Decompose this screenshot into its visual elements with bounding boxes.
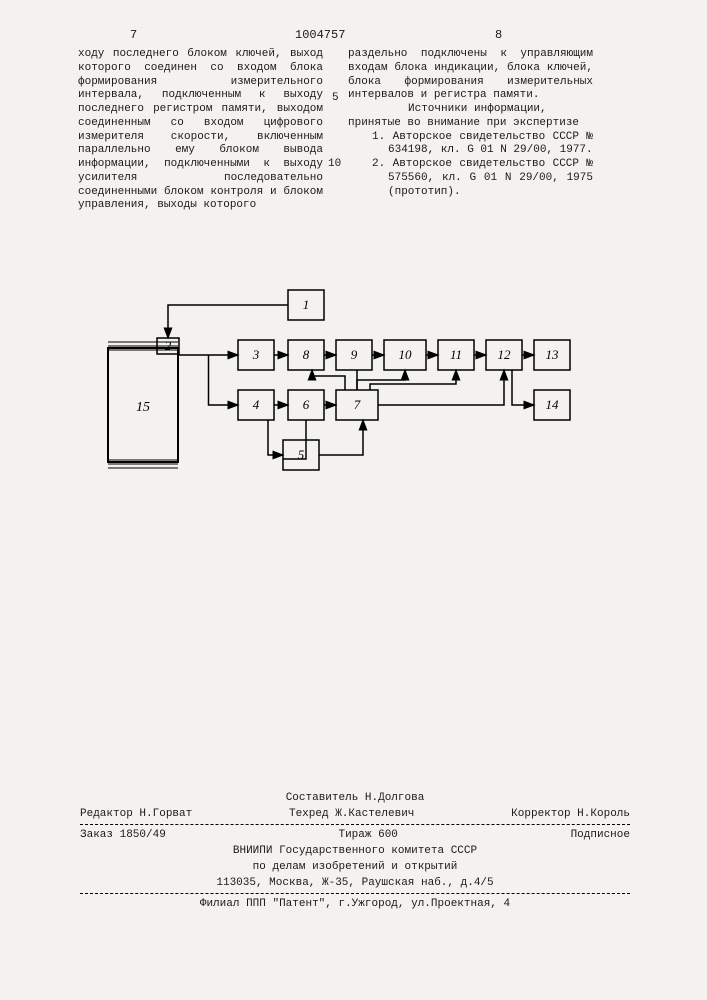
- editor: Редактор Н.Горват: [80, 808, 192, 820]
- body-text-left: ходу последнего блоком ключей, выход кот…: [78, 48, 323, 213]
- svg-text:8: 8: [303, 347, 310, 362]
- page-number-right: 8: [495, 28, 502, 42]
- page-number-left: 7: [130, 28, 137, 42]
- compiler-line: Составитель Н.Долгова: [80, 790, 630, 806]
- svg-text:13: 13: [546, 347, 560, 362]
- svg-text:3: 3: [252, 347, 260, 362]
- svg-text:7: 7: [354, 397, 361, 412]
- colophon: Составитель Н.Долгова Редактор Н.Горват …: [80, 790, 630, 912]
- institute-line-2: по делам изобретений и открытий: [80, 859, 630, 875]
- branch-address: Филиал ППП "Патент", г.Ужгород, ул.Проек…: [80, 896, 630, 912]
- order-number: Заказ 1850/49: [80, 829, 166, 841]
- block-diagram: 152134567891011121314: [78, 280, 598, 514]
- reference-1: 1. Авторское свидетельство СССР № 634198…: [364, 131, 593, 159]
- line-marker-5: 5: [332, 92, 339, 104]
- svg-text:4: 4: [253, 397, 260, 412]
- institute-address: 113035, Москва, Ж-35, Раушская наб., д.4…: [80, 875, 630, 891]
- tech-editor: Техред Ж.Кастелевич: [289, 808, 414, 820]
- corrector: Корректор Н.Король: [511, 808, 630, 820]
- svg-text:10: 10: [399, 347, 413, 362]
- right-para-1: раздельно подключены к управляющим входа…: [348, 48, 593, 101]
- svg-text:11: 11: [450, 347, 462, 362]
- sources-subheading: принятые во внимание при экспертизе: [348, 117, 579, 129]
- patent-number: 1004757: [295, 28, 345, 42]
- reference-2: 2. Авторское свидетельство СССР № 575560…: [364, 158, 593, 199]
- body-text-right: раздельно подключены к управляющим входа…: [348, 48, 593, 199]
- svg-text:2: 2: [165, 338, 172, 353]
- line-marker-10: 10: [328, 158, 341, 170]
- svg-text:1: 1: [303, 297, 310, 312]
- svg-text:15: 15: [136, 400, 150, 415]
- subscription: Подписное: [571, 829, 630, 841]
- svg-text:6: 6: [303, 397, 310, 412]
- sources-heading: Источники информации,: [348, 103, 547, 117]
- svg-text:12: 12: [498, 347, 512, 362]
- institute-line-1: ВНИИПИ Государственного комитета СССР: [80, 843, 630, 859]
- svg-text:9: 9: [351, 347, 358, 362]
- print-run: Тираж 600: [338, 829, 397, 841]
- svg-text:14: 14: [546, 397, 560, 412]
